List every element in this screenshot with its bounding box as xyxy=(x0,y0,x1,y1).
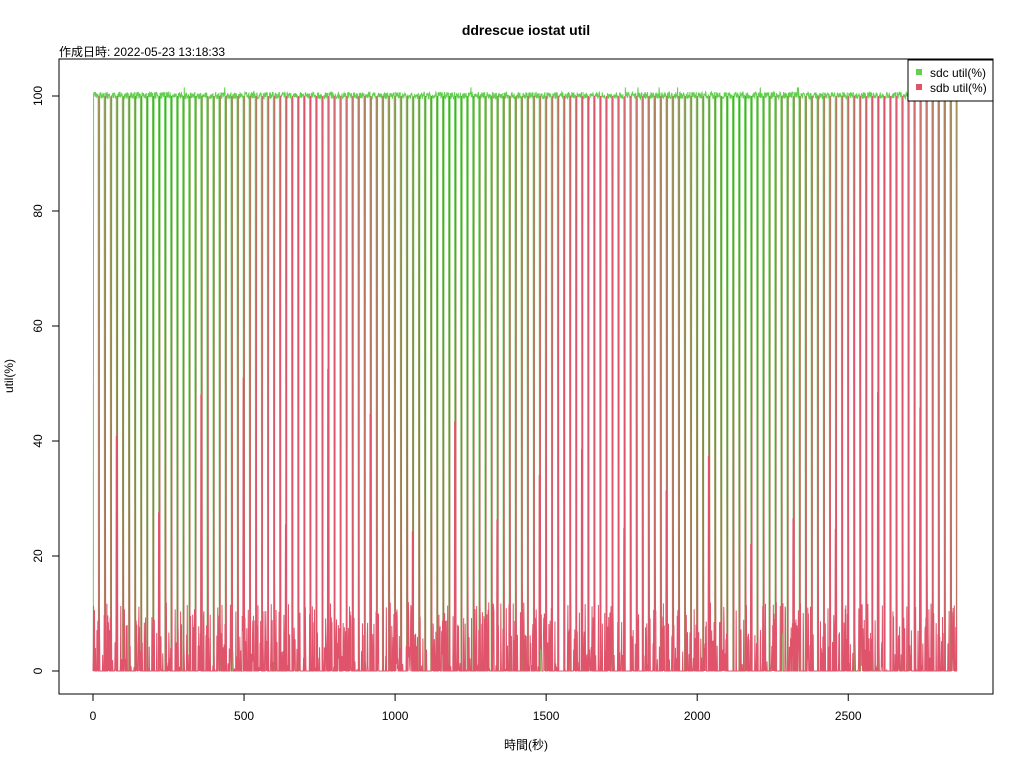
x-tick-label: 2500 xyxy=(835,709,862,723)
x-tick-label: 1500 xyxy=(533,709,560,723)
series-line-sdb xyxy=(92,95,958,673)
legend: sdc util(%) sdb util(%) xyxy=(907,59,994,102)
y-axis-label: util(%) xyxy=(2,359,16,393)
y-tick-label: 100 xyxy=(31,86,45,106)
y-tick-label: 40 xyxy=(31,434,45,448)
series-line-sdc xyxy=(92,87,957,672)
legend-box xyxy=(907,59,994,102)
x-tick-label: 0 xyxy=(90,709,97,723)
legend-swatch-sdc xyxy=(916,69,922,75)
x-axis: 0 500 1000 1500 2000 2500 xyxy=(90,693,862,723)
x-tick-label: 2000 xyxy=(684,709,711,723)
legend-swatch-sdb xyxy=(916,84,922,90)
y-tick-label: 0 xyxy=(31,667,45,674)
x-tick-label: 1000 xyxy=(382,709,409,723)
chart-subtitle: 作成日時: 2022-05-23 13:18:33 xyxy=(59,45,225,59)
chart-title: ddrescue iostat util xyxy=(462,22,590,38)
legend-label-sdb: sdb util(%) xyxy=(930,81,987,95)
y-tick-label: 80 xyxy=(31,204,45,218)
y-tick-label: 20 xyxy=(31,549,45,563)
legend-label-sdc: sdc util(%) xyxy=(930,66,986,80)
series-group xyxy=(92,87,958,673)
y-tick-label: 60 xyxy=(31,319,45,333)
x-tick-label: 500 xyxy=(234,709,254,723)
x-axis-label: 時間(秒) xyxy=(504,738,548,752)
y-axis: 0 20 40 60 80 100 xyxy=(31,86,60,674)
